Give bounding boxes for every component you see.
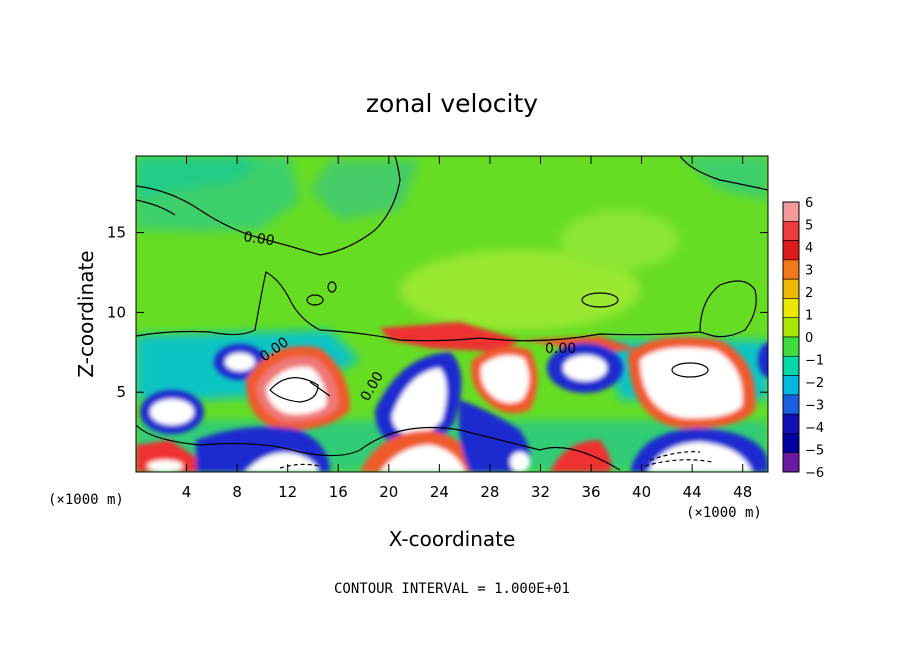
colorbar-swatch xyxy=(782,298,800,319)
x-tick-label: 40 xyxy=(632,483,651,501)
colorbar-label: 4 xyxy=(805,241,813,256)
y-tick-label: 10 xyxy=(107,303,126,321)
colorbar-label: 6 xyxy=(805,196,813,211)
colorbar-label: −2 xyxy=(805,376,824,391)
x-tick-label: 12 xyxy=(278,483,297,501)
x-tick-label: 28 xyxy=(480,483,499,501)
colorbar-label: 1 xyxy=(805,309,813,324)
colorbar-swatch xyxy=(782,394,800,415)
colorbar-label: −4 xyxy=(805,421,824,436)
x-tick-label: 32 xyxy=(531,483,550,501)
plot-frame xyxy=(135,155,769,473)
x-tick-label: 4 xyxy=(182,483,192,501)
colorbar-swatch xyxy=(782,355,800,376)
colorbar-label: 2 xyxy=(805,286,813,301)
x-axis-units: (×1000 m) xyxy=(686,505,762,521)
velocity-field xyxy=(136,156,768,472)
y-axis-units: (×1000 m) xyxy=(48,492,124,508)
colorbar-swatch xyxy=(782,452,800,473)
colorbar-label: −1 xyxy=(805,354,824,369)
y-tick-label: 15 xyxy=(107,224,126,242)
x-tick-label: 44 xyxy=(683,483,702,501)
colorbar-swatch xyxy=(782,413,800,434)
colorbar-swatch xyxy=(782,336,800,357)
colorbar-swatch xyxy=(782,317,800,338)
colorbar-swatch xyxy=(782,375,800,396)
y-tick-label: 5 xyxy=(116,383,126,401)
colorbar-swatch xyxy=(782,433,800,454)
x-tick-label: 36 xyxy=(581,483,600,501)
colorbar-label: 5 xyxy=(805,219,813,234)
x-axis-label: X-coordinate xyxy=(389,527,516,551)
x-tick-label: 20 xyxy=(379,483,398,501)
colorbar-label: −5 xyxy=(805,444,824,459)
colorbar-label: −6 xyxy=(805,466,824,481)
x-tick-label: 16 xyxy=(329,483,348,501)
colorbar-swatch xyxy=(782,220,800,241)
contour-lines xyxy=(136,156,768,471)
colorbar-label: 3 xyxy=(805,264,813,279)
colorbar-frame xyxy=(782,201,800,473)
contour-label: 0.00 xyxy=(242,229,275,249)
x-tick-label: 24 xyxy=(430,483,449,501)
colorbar-swatch xyxy=(782,278,800,299)
x-axis: 4 8 12 16 20 24 28 32 36 40 44 48 xyxy=(182,156,752,501)
colorbar: 6 5 4 3 2 1 0 −1 −2 −3 −4 −5 −6 xyxy=(782,196,824,481)
contour-interval-note: CONTOUR INTERVAL = 1.000E+01 xyxy=(334,581,570,597)
x-tick-label: 48 xyxy=(733,483,752,501)
colorbar-label: 0 xyxy=(805,331,813,346)
y-axis: 5 10 15 xyxy=(107,224,768,401)
colorbar-label: −3 xyxy=(805,399,824,414)
colorbar-swatch xyxy=(782,201,800,222)
chart-title: zonal velocity xyxy=(366,89,538,118)
colorbar-swatch xyxy=(782,240,800,261)
colorbar-swatch xyxy=(782,259,800,280)
y-axis-label: Z-coordinate xyxy=(74,250,98,377)
x-tick-label: 8 xyxy=(232,483,242,501)
contour-label: 0.00 xyxy=(545,341,576,357)
